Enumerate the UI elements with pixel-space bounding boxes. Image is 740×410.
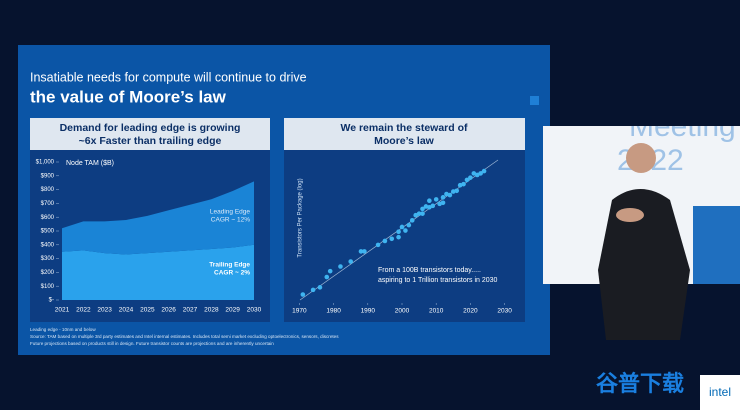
point: [324, 274, 330, 280]
slide-title: the value of Moore’s law: [30, 87, 227, 106]
x-tick-label: 1990: [361, 308, 376, 315]
point: [317, 285, 323, 290]
point: [433, 197, 439, 202]
point: [327, 268, 333, 274]
point: [358, 249, 364, 254]
x-tick-label: 2021: [55, 307, 70, 314]
point: [440, 195, 446, 200]
y-tick-label: $300: [41, 256, 55, 262]
slide-title: Insatiable needs for compute will contin…: [30, 70, 307, 84]
area: [62, 244, 254, 300]
area: [62, 181, 254, 255]
panel: [284, 150, 525, 322]
annotation: CAGR ~ 12%: [211, 217, 250, 224]
logo-box: [700, 375, 740, 410]
y-tick-label: $900: [41, 173, 55, 179]
point: [468, 175, 473, 180]
y-tick-label: $700: [41, 201, 55, 207]
point: [300, 292, 306, 297]
y-tick-label: $1,000: [36, 160, 55, 166]
point: [362, 249, 367, 254]
x-tick-label: 2010: [429, 308, 444, 315]
y-tick-label: $800: [41, 187, 55, 193]
annotation: Trailing Edge: [209, 262, 250, 269]
point: [413, 212, 418, 218]
x-tick-label: 2023: [97, 307, 112, 314]
point: [481, 168, 487, 174]
x-tick-label: 2029: [225, 307, 240, 314]
x-tick-label: 2026: [161, 307, 176, 314]
point: [310, 287, 316, 293]
presenter: [598, 143, 690, 340]
point: [430, 203, 436, 209]
point: [461, 181, 466, 187]
axis-label: Transistors Per Package (log): [298, 178, 304, 257]
panel-header: [30, 118, 270, 150]
point: [416, 211, 422, 216]
point: [396, 229, 401, 235]
y-tick-label: $600: [41, 215, 55, 221]
chart-title: ~6x Faster than trailing edge: [79, 135, 222, 147]
point: [382, 238, 388, 244]
x-tick-label: 2020: [463, 308, 478, 315]
x-tick-label: 2000: [395, 308, 410, 315]
footnote: Leading edge - 10nm and below: [30, 327, 96, 332]
stage-text: Meeting: [629, 110, 736, 143]
y-tick-label: $400: [41, 242, 55, 248]
axis-label: Node TAM ($B): [66, 160, 114, 167]
point: [464, 177, 470, 183]
point: [338, 264, 343, 269]
point: [375, 242, 381, 248]
y-tick-label: $500: [41, 229, 55, 235]
point: [471, 171, 477, 176]
point: [440, 200, 446, 206]
point: [389, 236, 395, 242]
x-tick-label: 2025: [140, 307, 155, 314]
presenter-hands: [616, 208, 644, 222]
x-tick-label: 1980: [326, 308, 341, 315]
chart-title: We remain the steward of: [340, 122, 468, 134]
x-tick-label: 2030: [497, 308, 512, 315]
point: [399, 224, 405, 230]
x-tick-label: 2028: [204, 307, 219, 314]
annotation: From a 100B transistors today.....: [378, 267, 481, 274]
point: [348, 259, 354, 264]
annotation: aspiring to 1 Trillion transistors in 20…: [378, 277, 498, 284]
logo: intel: [709, 385, 731, 399]
point: [474, 172, 480, 178]
x-tick-label: 2024: [119, 307, 134, 314]
x-tick-label: 2022: [76, 307, 91, 314]
y-tick-label: $100: [41, 284, 55, 290]
annotation: Leading Edge: [210, 209, 251, 216]
chart-title: Moore’s law: [374, 135, 435, 147]
point: [396, 234, 401, 240]
presenter-body: [598, 189, 690, 340]
y-tick-label: $200: [41, 270, 55, 276]
annotation: CAGR ~ 2%: [214, 270, 250, 277]
deco-square: [530, 96, 539, 105]
footnote: Future projections based on products sti…: [30, 341, 274, 346]
footnote: Source: TAM based on multiple 3rd party …: [30, 334, 339, 339]
x-tick-label: 2027: [183, 307, 198, 314]
point: [420, 206, 425, 212]
point: [420, 211, 425, 216]
point: [409, 218, 415, 223]
point: [454, 188, 460, 194]
point: [427, 198, 432, 203]
x-tick-label: 2030: [247, 307, 262, 314]
point: [406, 222, 412, 228]
chart-title: Demand for leading edge is growing: [60, 122, 241, 134]
y-tick-label: $-: [49, 298, 54, 304]
point: [450, 189, 456, 194]
point: [478, 171, 483, 176]
stage-deco: [693, 206, 740, 284]
presenter-head: [626, 143, 656, 173]
panel-header: [284, 118, 525, 150]
watermark: 谷普下载: [596, 371, 684, 396]
point: [403, 228, 408, 233]
x-tick-label: 1970: [292, 308, 307, 315]
point: [447, 192, 453, 198]
